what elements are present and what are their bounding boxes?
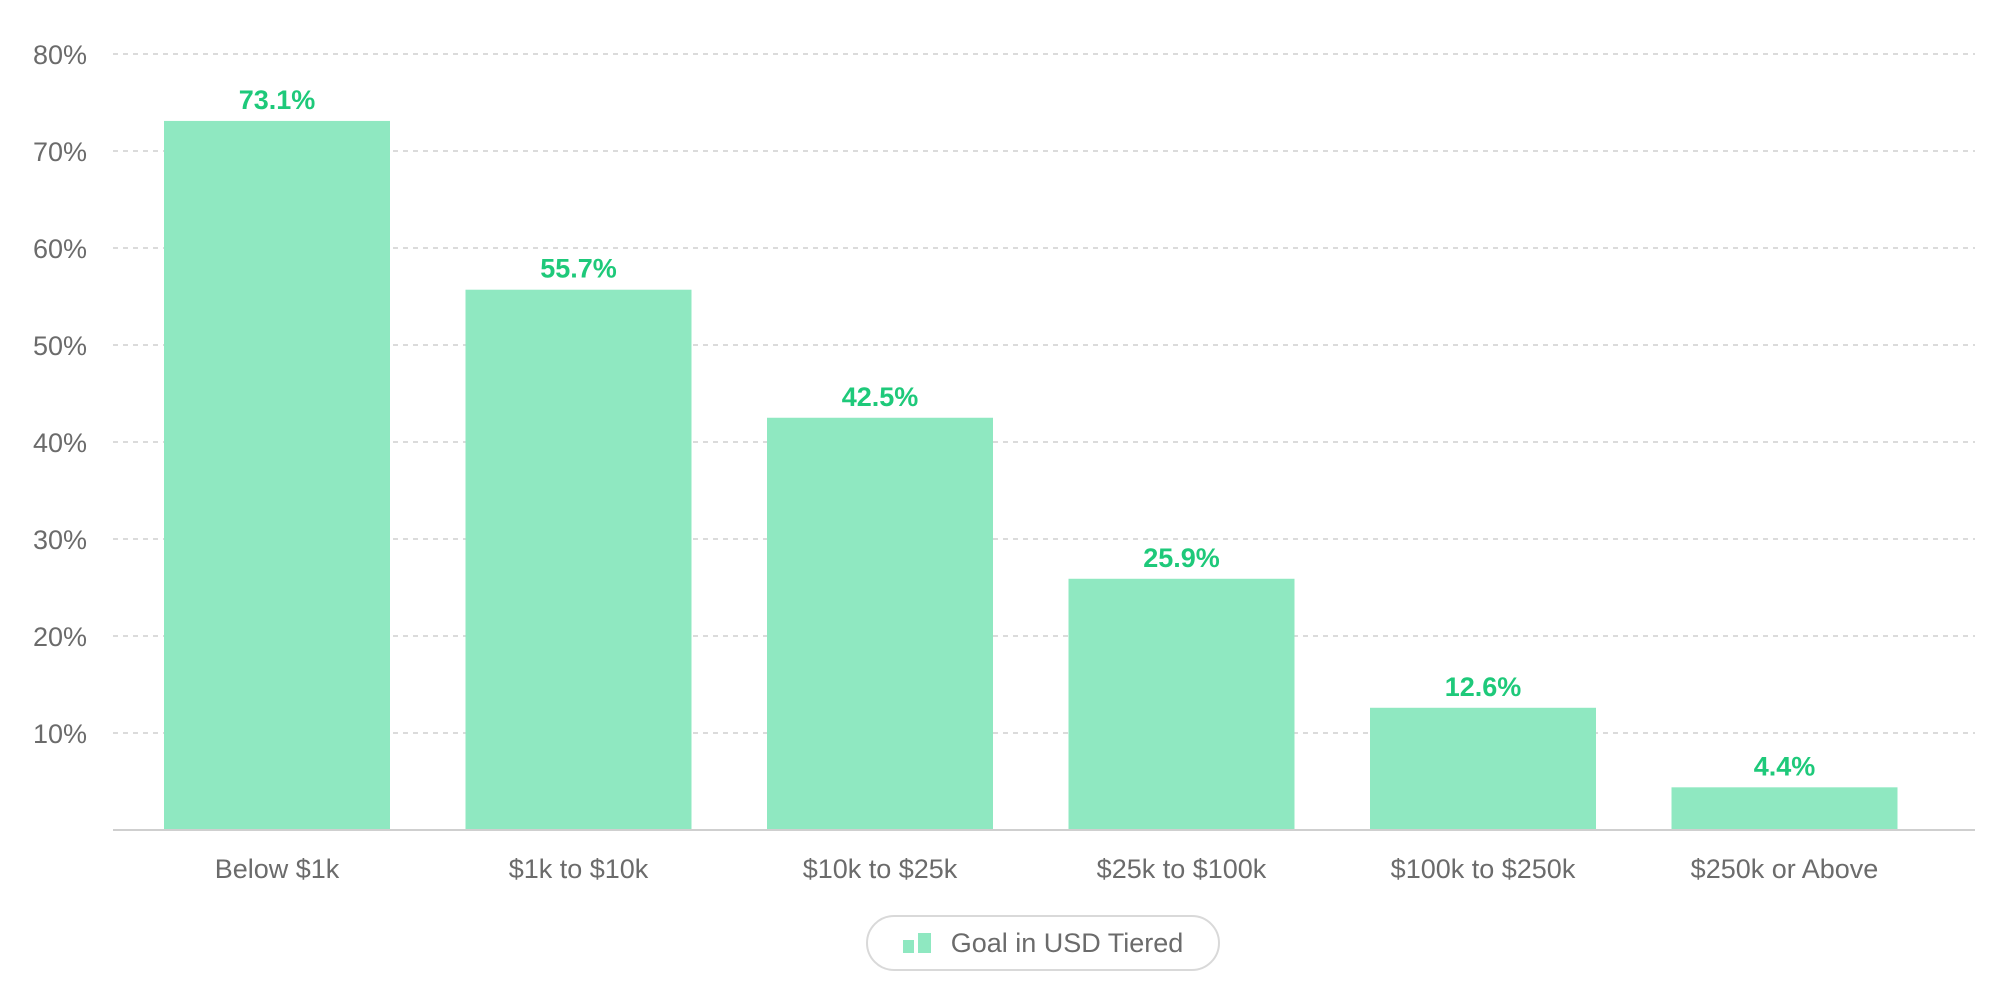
bar[interactable]	[465, 289, 692, 831]
bar[interactable]	[1671, 787, 1898, 830]
data-label: 42.5%	[842, 382, 919, 412]
data-labels: 73.1% 55.7% 42.5% 25.9% 12.6% 4.4%	[239, 85, 1816, 781]
x-tick-label: $1k to $10k	[509, 854, 649, 884]
y-tick-label: 30%	[33, 525, 87, 555]
grid-lines	[113, 53, 1975, 734]
bar[interactable]	[164, 120, 390, 831]
bars	[164, 120, 1898, 831]
x-tick-label: $250k or Above	[1691, 854, 1879, 884]
data-label: 73.1%	[239, 85, 316, 115]
y-axis-ticks: 10% 20% 30% 40% 50% 60% 70% 80%	[33, 40, 87, 749]
y-tick-label: 80%	[33, 40, 87, 70]
y-tick-label: 50%	[33, 331, 87, 361]
y-tick-label: 20%	[33, 622, 87, 652]
x-tick-label: Below $1k	[215, 854, 340, 884]
data-label: 25.9%	[1143, 543, 1220, 573]
y-tick-label: 40%	[33, 428, 87, 458]
bar-chart-icon	[902, 933, 931, 953]
x-tick-label: $10k to $25k	[803, 854, 958, 884]
y-tick-label: 10%	[33, 719, 87, 749]
legend[interactable]: Goal in USD Tiered	[866, 915, 1220, 971]
y-tick-label: 60%	[33, 234, 87, 264]
x-axis-ticks: Below $1k $1k to $10k $10k to $25k $25k to …	[215, 854, 1879, 884]
bar-chart: 73.1% 55.7% 42.5% 25.9% 12.6% 4.4% 10% 20% 30% 4…	[33, 40, 1975, 884]
data-label: 12.6%	[1445, 672, 1522, 702]
data-label: 55.7%	[540, 254, 617, 284]
x-tick-label: $100k to $250k	[1391, 854, 1576, 884]
y-tick-label: 70%	[33, 137, 87, 167]
data-label: 4.4%	[1754, 751, 1816, 781]
legend-label: Goal in USD Tiered	[950, 927, 1184, 958]
bar[interactable]	[767, 417, 993, 830]
bar[interactable]	[1370, 707, 1596, 830]
bar[interactable]	[1068, 578, 1295, 830]
x-tick-label: $25k to $100k	[1097, 854, 1267, 884]
